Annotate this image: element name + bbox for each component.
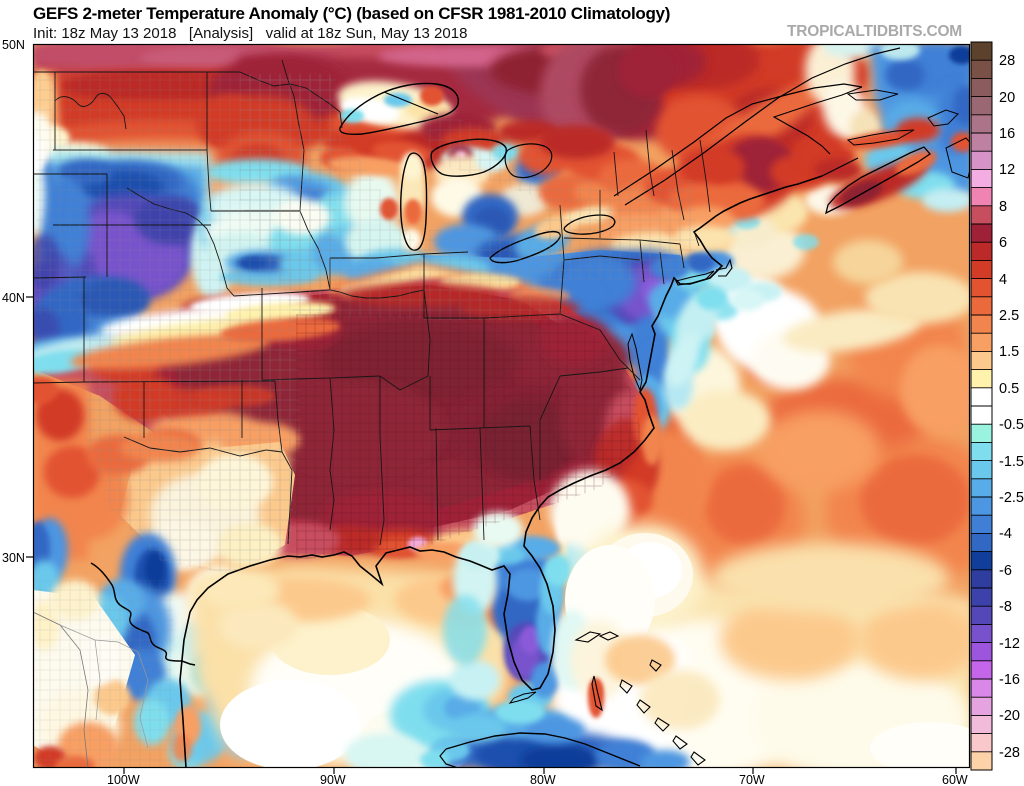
svg-text:-12: -12 — [999, 636, 1020, 652]
svg-text:100W: 100W — [107, 773, 140, 786]
svg-text:-2.5: -2.5 — [999, 490, 1024, 506]
svg-text:50N: 50N — [2, 38, 25, 52]
svg-text:-0.5: -0.5 — [999, 417, 1024, 433]
svg-text:-1.5: -1.5 — [999, 454, 1024, 470]
svg-text:-4: -4 — [999, 526, 1012, 542]
svg-text:-8: -8 — [999, 599, 1012, 615]
svg-text:28: 28 — [999, 53, 1015, 69]
svg-text:-20: -20 — [999, 708, 1020, 724]
svg-text:-16: -16 — [999, 672, 1020, 688]
svg-text:6: 6 — [999, 235, 1007, 251]
svg-text:2.5: 2.5 — [999, 308, 1019, 324]
svg-text:4: 4 — [999, 272, 1007, 288]
svg-text:40N: 40N — [2, 291, 25, 305]
svg-text:60W: 60W — [942, 773, 968, 786]
svg-text:-28: -28 — [999, 745, 1020, 761]
svg-text:90W: 90W — [320, 773, 346, 786]
svg-text:-6: -6 — [999, 563, 1012, 579]
svg-text:16: 16 — [999, 126, 1015, 142]
svg-text:1.5: 1.5 — [999, 344, 1019, 360]
svg-text:70W: 70W — [739, 773, 765, 786]
svg-text:8: 8 — [999, 199, 1007, 215]
svg-text:80W: 80W — [530, 773, 556, 786]
svg-text:12: 12 — [999, 162, 1015, 178]
svg-text:20: 20 — [999, 90, 1015, 106]
svg-text:30N: 30N — [2, 551, 25, 565]
svg-text:0.5: 0.5 — [999, 381, 1019, 397]
